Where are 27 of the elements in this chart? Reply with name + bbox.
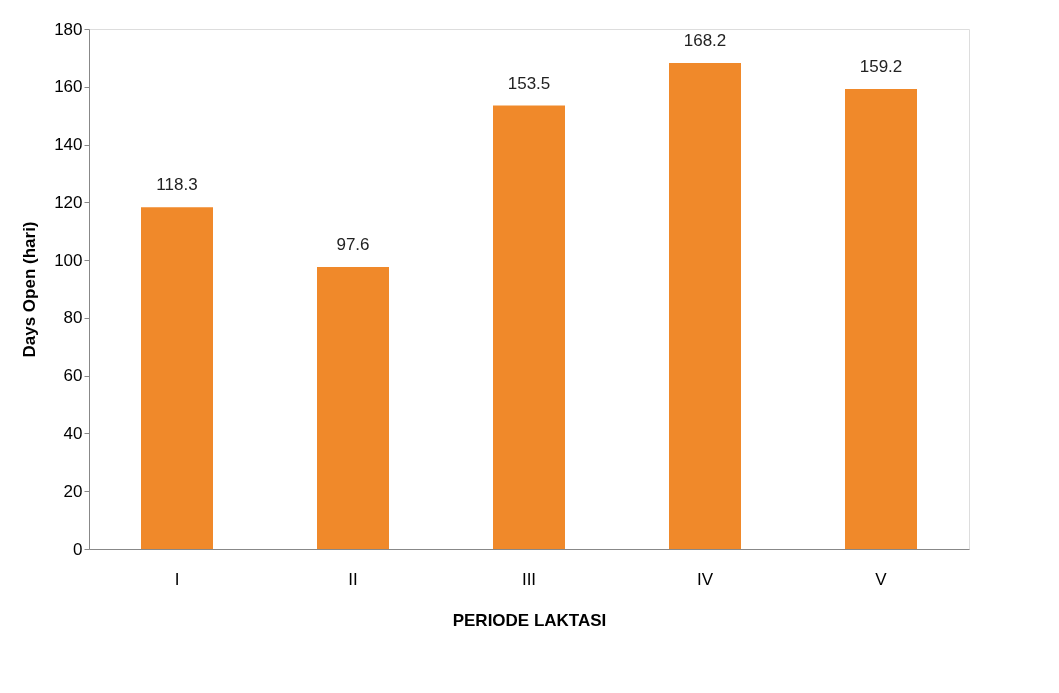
x-tick-label: V [875, 569, 888, 589]
bar [669, 63, 741, 549]
x-tick-label: IV [696, 569, 714, 589]
x-tick-label: III [521, 569, 537, 589]
bar [493, 105, 565, 549]
y-tick-label: 140 [54, 135, 83, 155]
bar [141, 207, 213, 549]
y-tick-label: 100 [54, 250, 83, 270]
x-tick-label: I [174, 569, 180, 589]
data-label: 159.2 [859, 57, 903, 77]
y-tick-label: 80 [63, 308, 83, 328]
x-tick-label: II [348, 569, 358, 589]
y-tick-label: 60 [63, 366, 83, 386]
y-tick-label: 120 [54, 192, 83, 212]
bar [845, 89, 917, 549]
data-label: 118.3 [156, 175, 198, 195]
data-label: 168.2 [683, 31, 727, 51]
y-tick-label: 0 [73, 539, 83, 559]
y-axis-title: Days Open (hari) [20, 221, 40, 358]
y-tick-label: 40 [63, 423, 83, 443]
x-axis-title: PERIODE LAKTASI [452, 610, 607, 630]
y-tick-label: 20 [63, 481, 83, 501]
y-tick-label: 180 [54, 19, 83, 39]
y-tick-label: 160 [54, 77, 83, 97]
data-label: 153.5 [507, 73, 551, 93]
bar [317, 267, 389, 549]
data-label: 97.6 [336, 235, 370, 255]
